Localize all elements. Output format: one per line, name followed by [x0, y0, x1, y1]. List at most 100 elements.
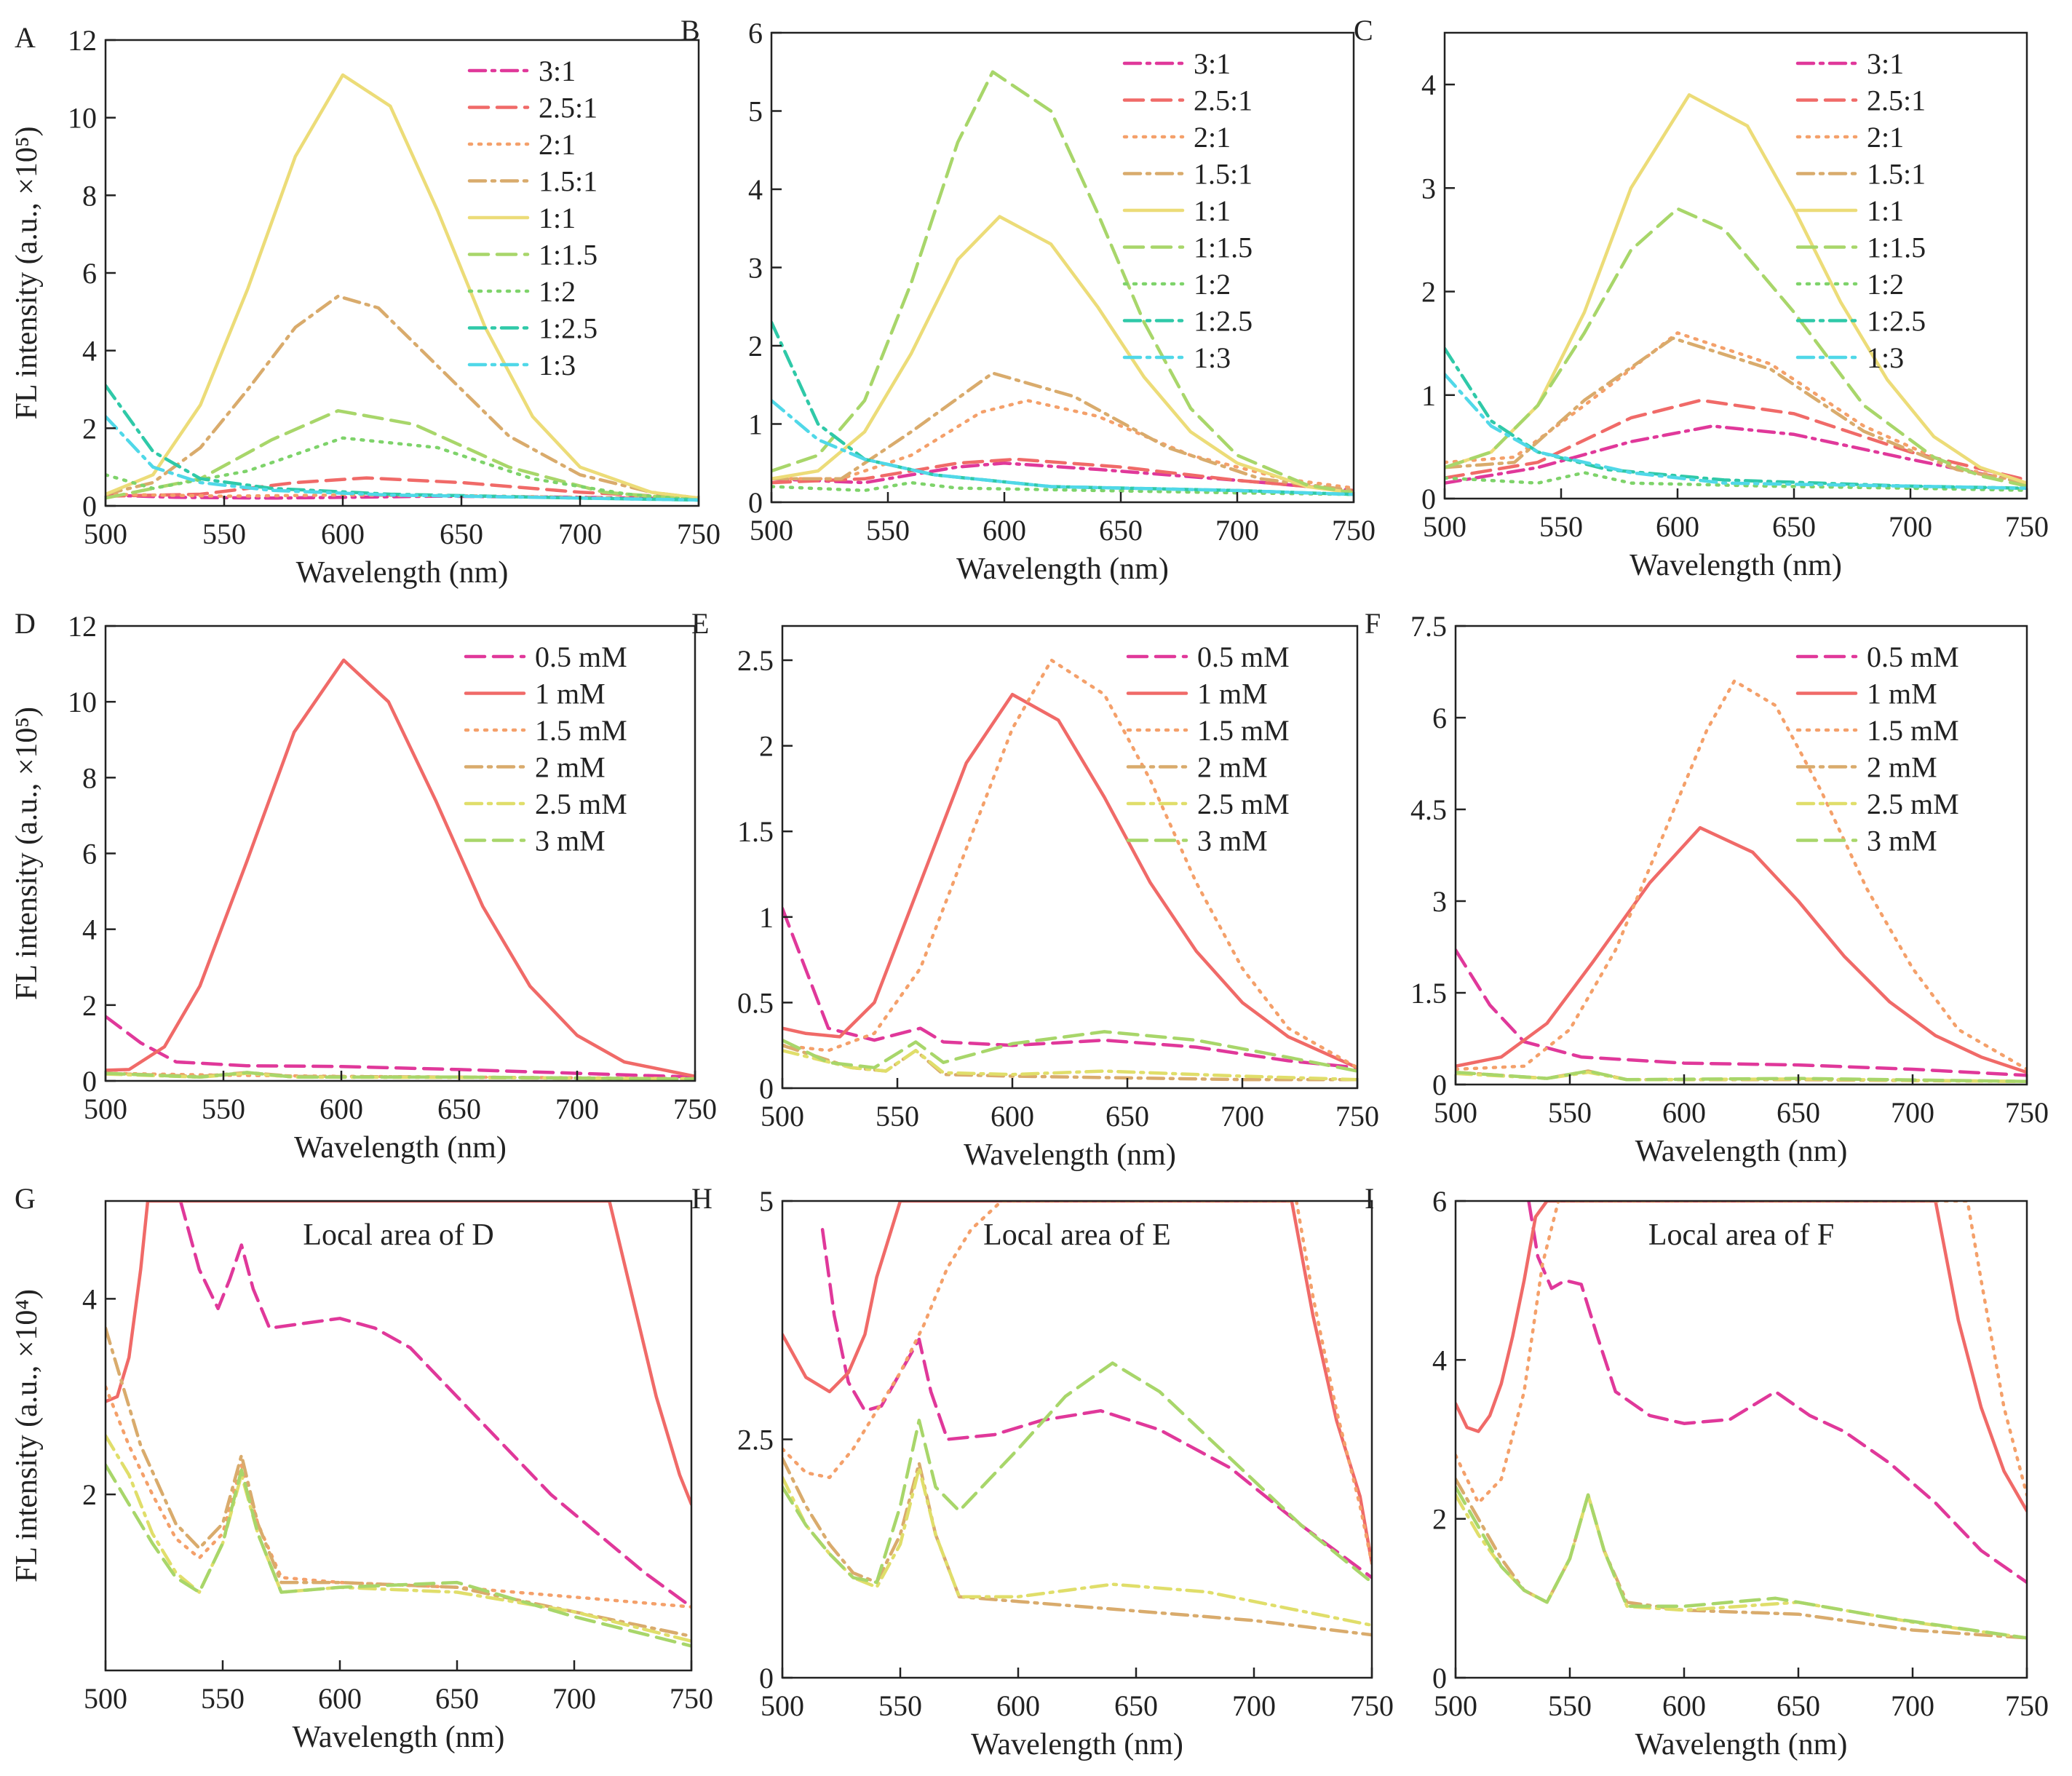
axes-frame	[1454, 625, 2028, 1086]
panel-g: 500 550 600 650 700 750 2 4 G Wavelength (nm) FL i…	[10, 1182, 713, 1754]
y-tick-label: 6	[1432, 1185, 1447, 1218]
y-tick-label: 1.5	[1410, 977, 1447, 1010]
x-tick-label: 750	[2005, 510, 2049, 543]
y-tick-label: 1	[748, 408, 763, 441]
axes-frame	[770, 31, 1355, 504]
series-line-0-5-mM	[782, 906, 1357, 1070]
axes-frame	[1454, 1200, 2028, 1679]
legend-label: 1:2.5	[1867, 305, 1926, 338]
legend-label: 1 mM	[535, 678, 606, 710]
series-line-1-mM	[782, 692, 1357, 1070]
panel-label: D	[15, 607, 36, 640]
panel-c: 500 550 600 650 700 750 0 1 2 3 4 C Wavelength (nm) 3…	[1354, 14, 2049, 582]
legend-label: 1:1.5	[1194, 231, 1253, 264]
series-line-0-5-mM	[106, 1015, 695, 1079]
y-tick-label: 2	[1432, 1503, 1447, 1536]
series-line-3-mM	[106, 1463, 691, 1648]
series-line-3-mM	[782, 1030, 1357, 1073]
panel-a: 500 550 600 650 700 750 0 2 4 6 8 10 12 A Wavelength (…	[10, 21, 721, 590]
legend: 0.5 mM 1 mM 1.5 mM 2 mM 2.5 mM 3 mM	[1795, 641, 1959, 857]
panel-label: H	[691, 1182, 713, 1215]
x-tick-label: 700	[1891, 1096, 1934, 1129]
panel-e: 500 550 600 650 700 750 0 0.5 1 1.5 2 2.5 E Wavelengt…	[691, 607, 1379, 1172]
series-line-1-mM	[1456, 1201, 2027, 1513]
legend-label: 3 mM	[535, 825, 606, 857]
x-tick-label: 700	[1232, 1689, 1276, 1722]
axes-frame	[1443, 31, 2028, 500]
legend-label: 0.5 mM	[1197, 641, 1290, 673]
x-axis-label: Wavelength (nm)	[296, 556, 509, 590]
x-tick-label: 600	[319, 1093, 363, 1125]
x-tick-label: 550	[878, 1689, 922, 1722]
x-tick-label: 650	[437, 1093, 481, 1125]
x-axis-label: Wavelength (nm)	[971, 1728, 1183, 1761]
legend: 3:1 2.5:1 2:1 1.5:1 1:1 1:1.5 1:2 1:2.5 1:3	[467, 55, 598, 381]
y-tick-label: 7.5	[1410, 610, 1447, 643]
x-tick-label: 600	[1656, 510, 1699, 543]
legend-label: 2 mM	[1197, 751, 1268, 784]
series-line-1-5-1	[106, 294, 699, 500]
y-tick-label: 3	[748, 252, 763, 285]
panel-label: A	[15, 21, 36, 54]
panel-label: E	[691, 607, 709, 640]
y-tick-label: 10	[68, 102, 97, 135]
x-tick-label: 700	[552, 1682, 596, 1715]
y-tick-label: 10	[68, 686, 97, 718]
panel-annotation: Local area of E	[983, 1218, 1171, 1252]
x-tick-label: 750	[2005, 1689, 2049, 1722]
legend-label: 1:1	[539, 202, 576, 234]
x-tick-label: 600	[318, 1682, 362, 1715]
y-axis-label: FL intensity (a.u., ×10⁵)	[10, 126, 44, 419]
legend-label: 1 mM	[1867, 678, 1937, 710]
x-tick-label: 700	[1215, 514, 1259, 547]
series-line-1-5-mM	[782, 658, 1357, 1070]
legend-label: 2.5:1	[1194, 84, 1253, 117]
x-tick-label: 750	[673, 1093, 717, 1125]
x-tick-label: 500	[1434, 1096, 1477, 1129]
legend-label: 3:1	[1194, 47, 1231, 80]
y-tick-label: 6	[1432, 702, 1447, 734]
y-tick-label: 8	[82, 179, 97, 212]
legend-label: 3 mM	[1867, 825, 1937, 857]
legend-label: 1:2	[1867, 268, 1904, 301]
series-line-3-mM	[1456, 1485, 2027, 1640]
series-line-2-5-mM	[782, 1466, 1372, 1628]
panel-label: C	[1354, 14, 1373, 47]
x-tick-label: 600	[1662, 1689, 1706, 1722]
series-line-1-1-5	[771, 70, 1354, 495]
panel-label: I	[1365, 1182, 1374, 1215]
x-tick-label: 650	[1772, 510, 1816, 543]
y-tick-label: 0	[1432, 1662, 1447, 1694]
series-line-1-1	[1445, 93, 2027, 485]
y-tick-label: 2.5	[737, 1424, 774, 1456]
x-tick-label: 600	[1662, 1096, 1706, 1129]
x-tick-label: 600	[983, 514, 1026, 547]
legend-label: 1:3	[1867, 341, 1904, 374]
legend-label: 3 mM	[1197, 825, 1268, 857]
y-tick-label: 4.5	[1410, 793, 1447, 826]
legend-label: 1.5 mM	[1867, 714, 1959, 747]
panel-label: F	[1365, 607, 1381, 640]
x-tick-label: 700	[1889, 510, 1932, 543]
x-tick-label: 650	[440, 518, 483, 550]
x-tick-label: 650	[1777, 1689, 1820, 1722]
x-tick-label: 750	[1335, 1100, 1379, 1133]
x-tick-label: 650	[435, 1682, 479, 1715]
y-tick-label: 2	[82, 412, 97, 445]
x-axis-label: Wavelength (nm)	[293, 1721, 505, 1754]
y-tick-label: 4	[1432, 1344, 1447, 1376]
x-tick-label: 500	[84, 1093, 127, 1125]
y-tick-label: 2	[748, 330, 763, 362]
x-tick-label: 600	[321, 518, 365, 550]
x-tick-label: 550	[876, 1100, 919, 1133]
axes-frame	[104, 625, 696, 1082]
x-tick-label: 650	[1114, 1689, 1158, 1722]
y-tick-label: 0	[1421, 483, 1436, 515]
legend-label: 1.5:1	[1867, 158, 1926, 191]
legend-label: 1 mM	[1197, 678, 1268, 710]
x-tick-label: 750	[670, 1682, 713, 1715]
x-tick-label: 750	[1332, 514, 1376, 547]
x-tick-label: 750	[677, 518, 721, 550]
y-tick-label: 0	[1432, 1069, 1447, 1101]
